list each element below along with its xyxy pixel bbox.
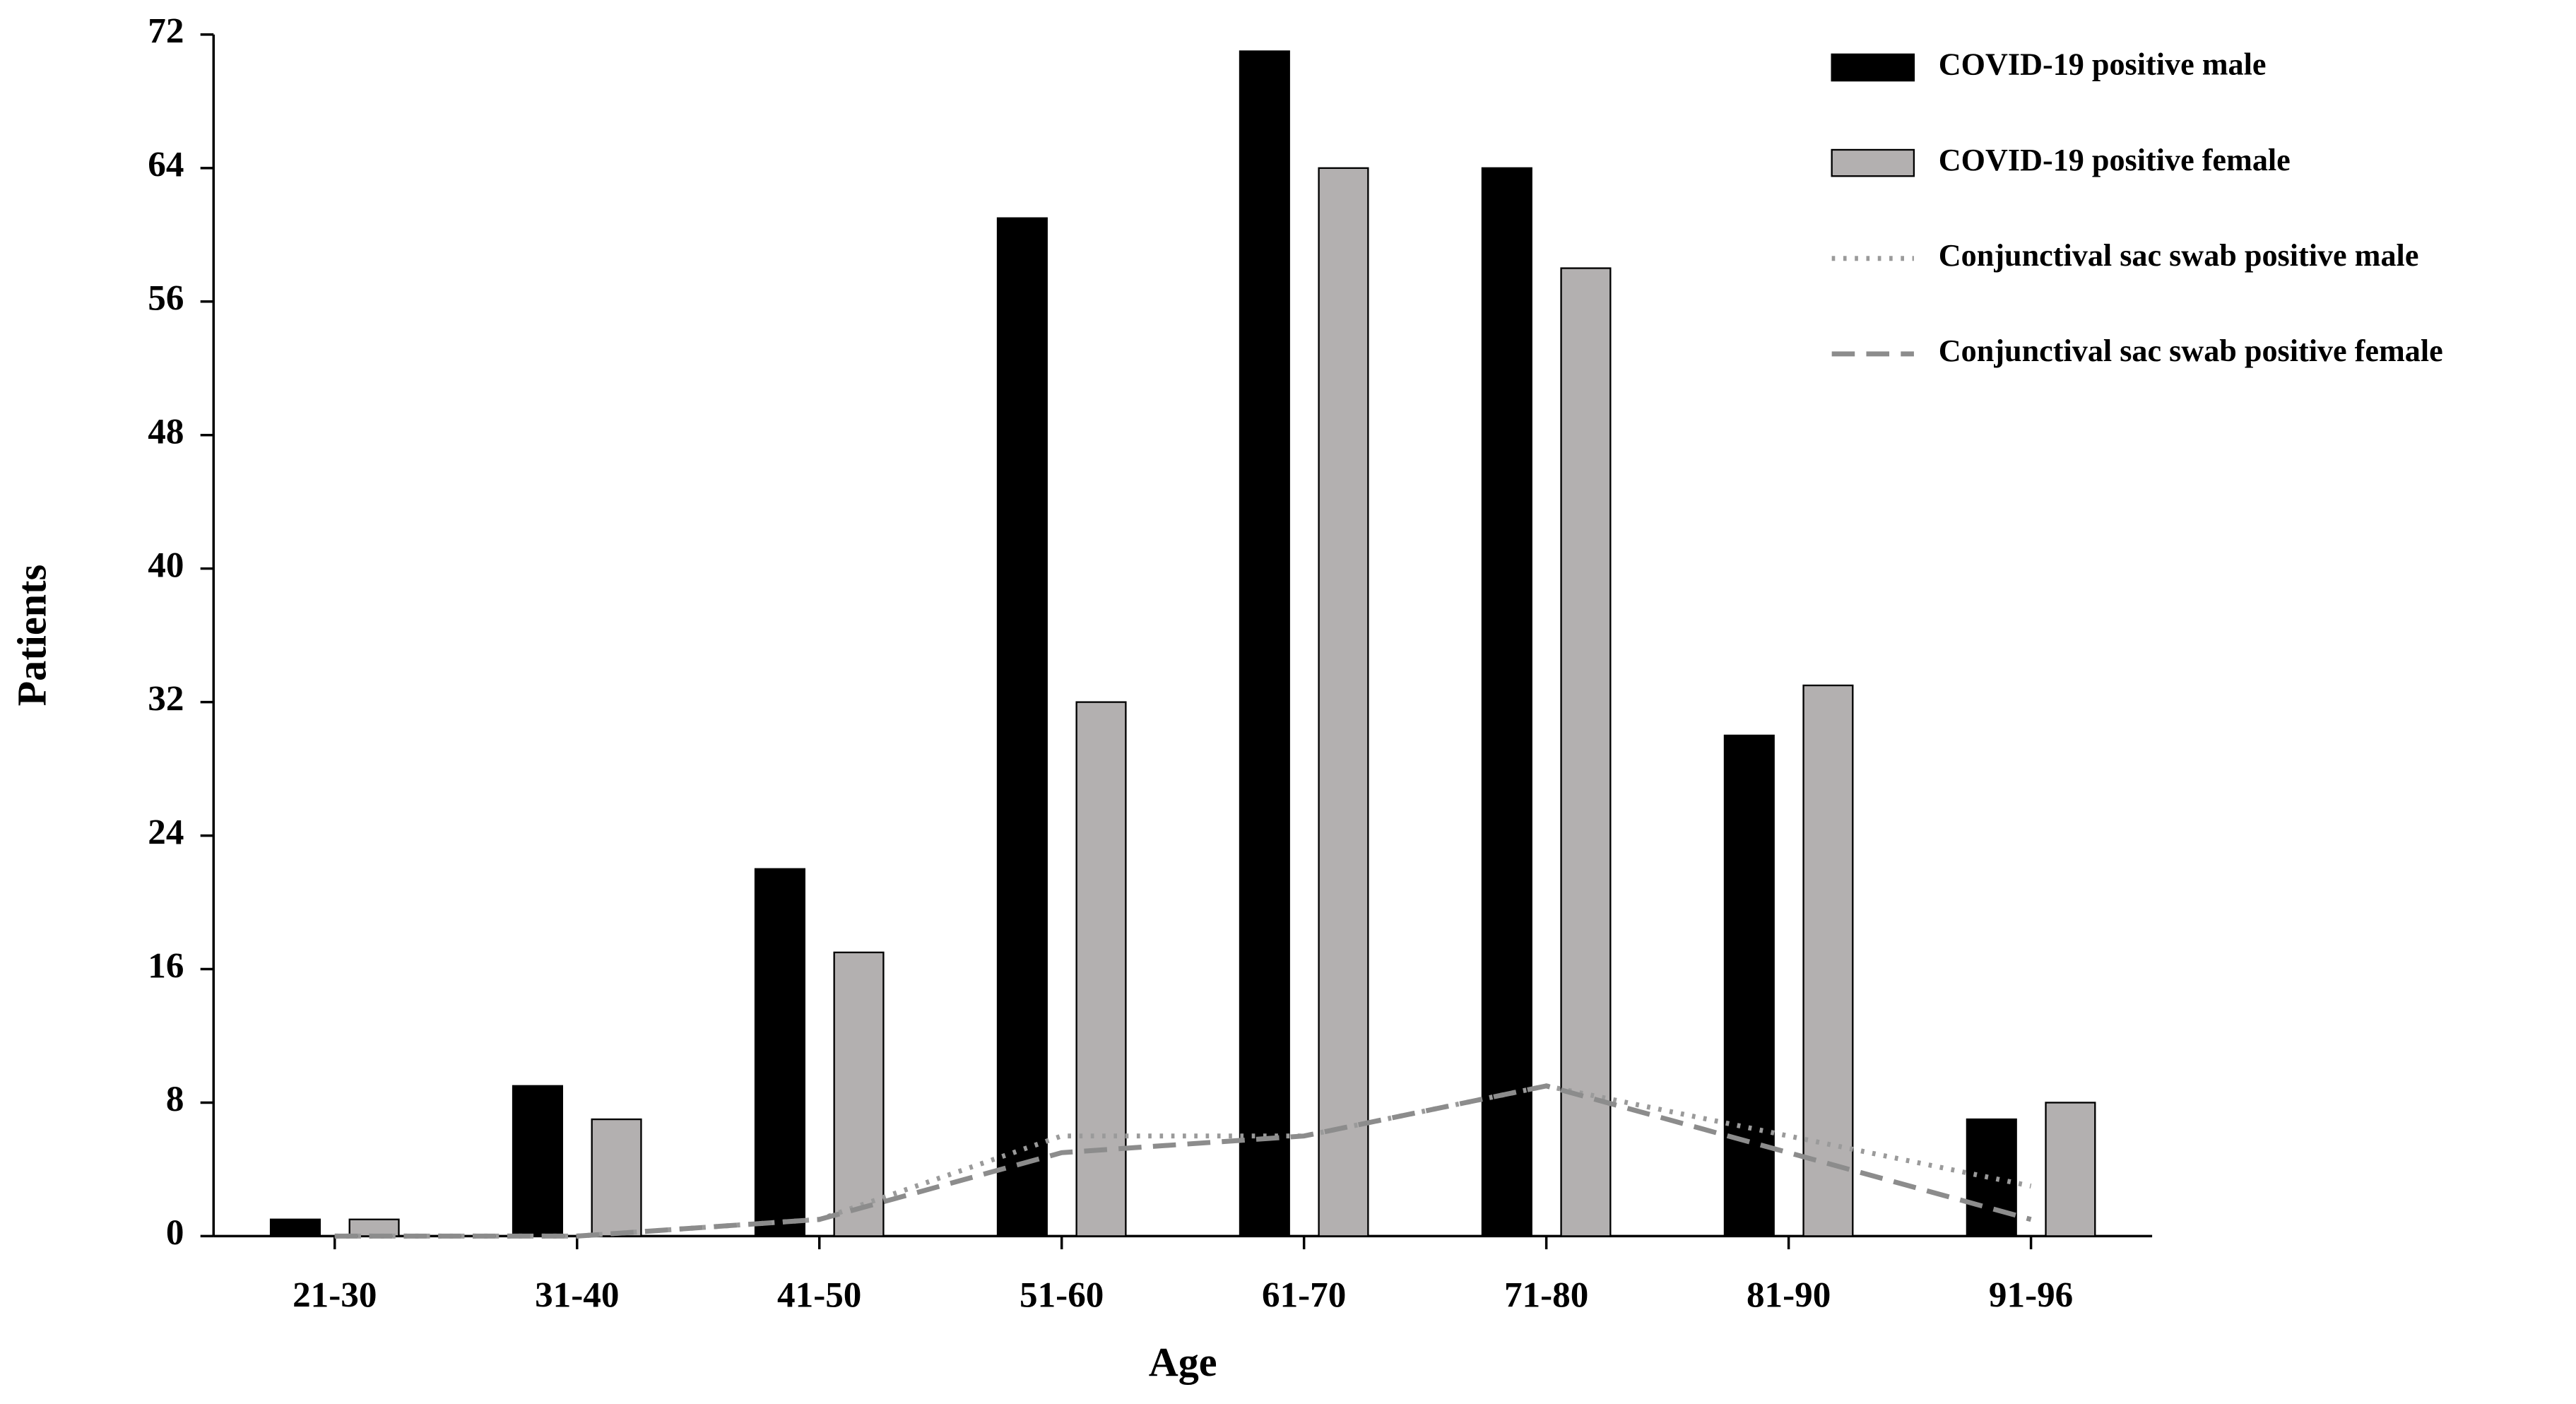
bar	[1318, 167, 1369, 1237]
y-axis-label: Patients	[9, 565, 55, 707]
legend-label: Conjunctival sac swab positive male	[1939, 238, 2419, 273]
bar	[512, 1085, 563, 1237]
x-tick-label: 81-90	[1747, 1275, 1831, 1316]
legend-swatch	[1831, 53, 1915, 82]
y-tick-label: 32	[148, 678, 184, 719]
bar	[591, 1118, 642, 1237]
y-tick-label: 64	[148, 145, 184, 185]
y-tick-label: 40	[148, 545, 184, 585]
bar	[1723, 734, 1775, 1237]
y-tick-label: 16	[148, 945, 184, 986]
bar	[1560, 267, 1612, 1237]
y-tick-label: 48	[148, 411, 184, 452]
y-tick-label: 0	[166, 1213, 184, 1253]
bar	[1075, 701, 1127, 1237]
bar	[2045, 1102, 2096, 1237]
y-tick-label: 24	[148, 812, 184, 852]
bar	[1481, 167, 1532, 1237]
x-tick-label: 51-60	[1020, 1275, 1104, 1316]
y-tick-label: 56	[148, 278, 184, 319]
legend-label: Conjunctival sac swab positive female	[1939, 334, 2443, 368]
line-series	[334, 1083, 2032, 1239]
legend-swatch	[1831, 148, 1915, 177]
x-tick-label: 61-70	[1262, 1275, 1346, 1316]
bar	[1802, 684, 1854, 1237]
legend-label: COVID-19 positive male	[1939, 47, 2267, 82]
line-series	[334, 1083, 2032, 1239]
x-axis-label: Age	[1149, 1339, 1217, 1385]
y-tick-label: 8	[166, 1079, 184, 1119]
bar	[269, 1218, 321, 1237]
bar	[754, 868, 805, 1237]
bar	[1239, 50, 1290, 1237]
legend-label: COVID-19 positive female	[1939, 143, 2291, 177]
bar	[996, 217, 1048, 1237]
x-tick-label: 41-50	[777, 1275, 861, 1316]
y-tick-label: 72	[148, 11, 184, 52]
x-tick-label: 31-40	[535, 1275, 619, 1316]
x-tick-label: 71-80	[1504, 1275, 1588, 1316]
bar	[833, 951, 885, 1237]
bar	[1966, 1118, 2017, 1237]
x-tick-label: 91-96	[1989, 1275, 2073, 1316]
x-tick-label: 21-30	[293, 1275, 377, 1316]
bar	[348, 1218, 400, 1237]
